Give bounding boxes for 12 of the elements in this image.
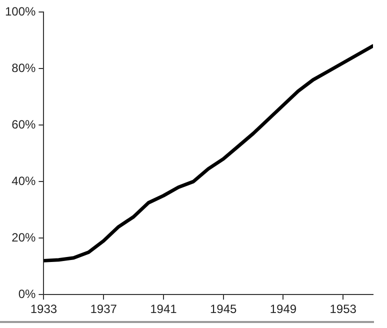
- y-tick-label: 40%: [12, 174, 36, 188]
- y-tick-label: 100%: [4, 4, 36, 18]
- x-tick-label: 1945: [210, 302, 237, 316]
- x-tick-label: 1933: [30, 302, 58, 316]
- y-tick-label: 60%: [12, 117, 36, 132]
- x-tick-label: 1941: [150, 302, 178, 316]
- y-tick-label: 0%: [18, 286, 36, 301]
- y-tick-label: 80%: [12, 60, 36, 75]
- x-tick-label: 1953: [330, 302, 357, 316]
- y-tick-label: 20%: [12, 230, 36, 244]
- x-tick-label: 1949: [270, 302, 297, 316]
- x-tick-label: 1937: [90, 302, 118, 316]
